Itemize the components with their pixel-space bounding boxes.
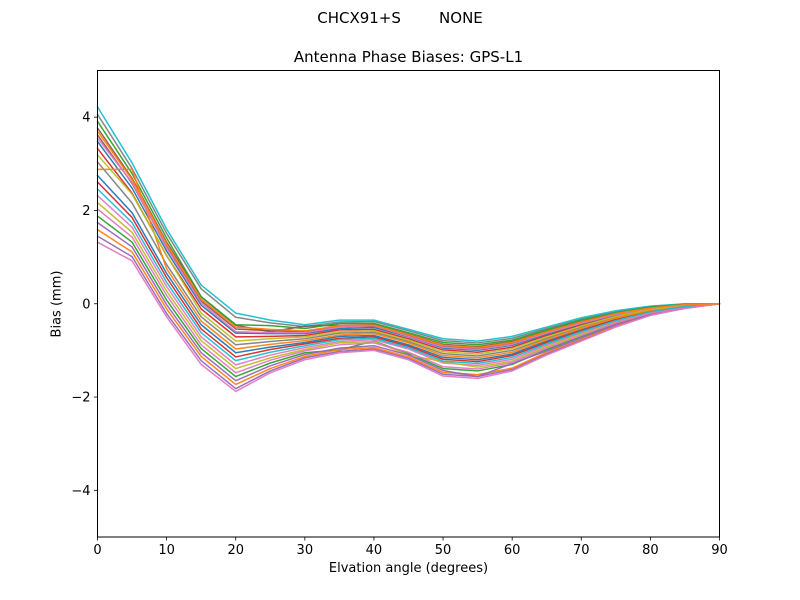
- series-line: [96, 208, 721, 374]
- x-tick-label: 20: [227, 543, 244, 558]
- axes-spines: [97, 70, 720, 538]
- y-tick-label: 2: [82, 204, 90, 219]
- series-line: [96, 168, 721, 359]
- x-tick-label: 60: [504, 543, 521, 558]
- series-line: [96, 161, 721, 357]
- series-line: [96, 154, 721, 355]
- figure-suptitle: CHCX91+S NONE: [317, 9, 483, 27]
- x-tick-label: 30: [297, 543, 314, 558]
- x-tick-label: 0: [93, 543, 101, 558]
- x-tick-label: 10: [158, 543, 175, 558]
- y-tick-label: 4: [82, 111, 90, 126]
- series-line: [96, 120, 721, 346]
- series-line: [96, 188, 721, 365]
- chart-title: Antenna Phase Biases: GPS-L1: [293, 48, 524, 66]
- series-line: [96, 215, 721, 378]
- x-tick-label: 80: [642, 543, 659, 558]
- series-line: [96, 113, 721, 344]
- series-line: [96, 181, 721, 363]
- x-tick-label: 90: [711, 543, 728, 558]
- x-tick-label: 50: [435, 543, 452, 558]
- x-tick-label: 40: [366, 543, 383, 558]
- x-axis-label: Elvation angle (degrees): [328, 561, 489, 576]
- y-tick-label: 0: [82, 297, 90, 312]
- series-line: [96, 194, 721, 367]
- y-tick-label: −2: [71, 391, 90, 406]
- series-line: [96, 130, 721, 349]
- series-line: [96, 241, 721, 393]
- series-line: [96, 106, 721, 342]
- x-tick-label: 70: [573, 543, 590, 558]
- y-axis-label: Bias (mm): [49, 270, 65, 338]
- series-line: [96, 228, 721, 386]
- series-line: [96, 221, 721, 382]
- series-line: [96, 137, 721, 351]
- y-tick-label: −4: [71, 484, 90, 499]
